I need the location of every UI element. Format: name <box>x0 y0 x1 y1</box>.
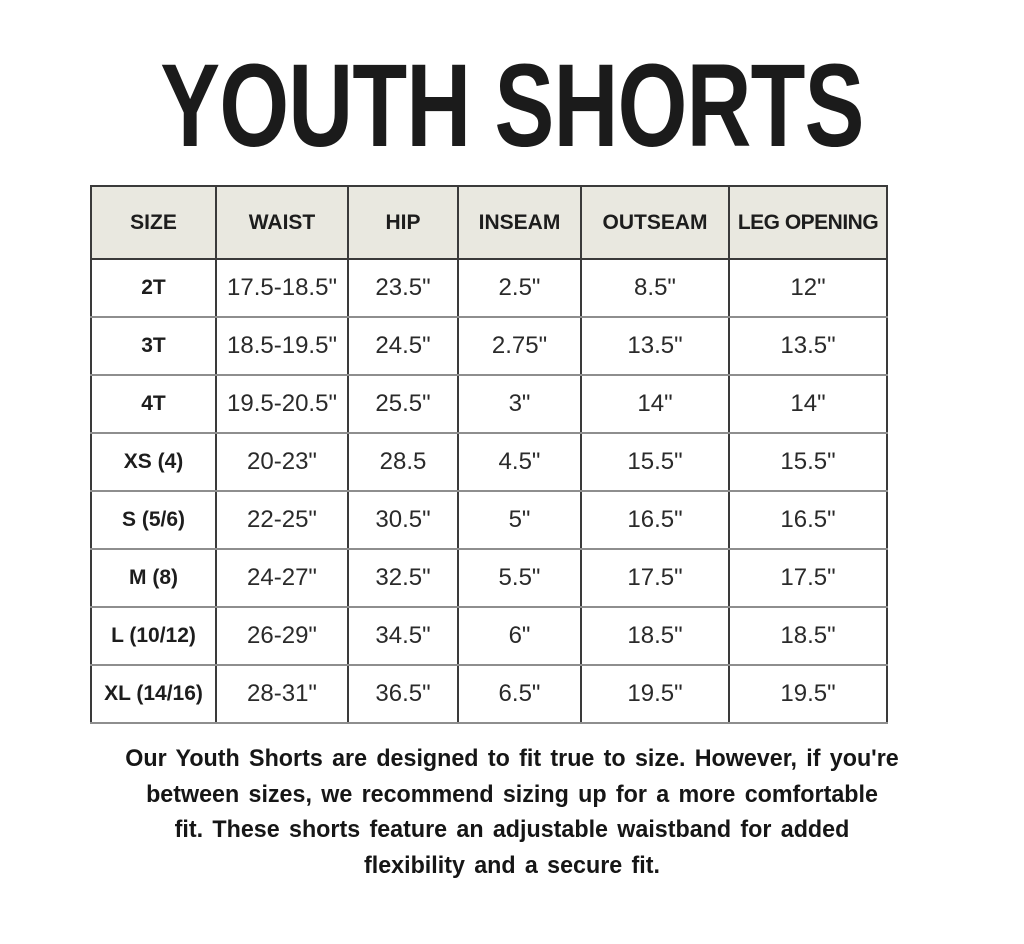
leg-opening-value: 16.5" <box>728 491 888 550</box>
size-label: 4T <box>90 375 216 434</box>
table-row: XL (14/16) 28-31" 36.5" 6.5" 19.5" 19.5" <box>90 665 888 724</box>
hip-value: 32.5" <box>347 549 458 608</box>
hip-value: 28.5 <box>347 433 458 492</box>
hip-value: 24.5" <box>347 317 458 376</box>
leg-opening-value: 14" <box>728 375 888 434</box>
waist-value: 19.5-20.5" <box>215 375 348 434</box>
table-row: XS (4) 20-23" 28.5 4.5" 15.5" 15.5" <box>90 433 888 492</box>
outseam-value: 15.5" <box>580 433 729 492</box>
table-row: 2T 17.5-18.5" 23.5" 2.5" 8.5" 12" <box>90 259 888 318</box>
hip-value: 36.5" <box>347 665 458 724</box>
hip-value: 25.5" <box>347 375 458 434</box>
inseam-value: 5.5" <box>457 549 581 608</box>
size-chart-table: SIZE WAIST HIP INSEAM OUTSEAM LEG OPENIN… <box>90 185 888 724</box>
leg-opening-value: 17.5" <box>728 549 888 608</box>
column-header-leg-opening: LEG OPENING <box>728 185 888 260</box>
outseam-value: 14" <box>580 375 729 434</box>
inseam-value: 2.5" <box>457 259 581 318</box>
table-row: 3T 18.5-19.5" 24.5" 2.75" 13.5" 13.5" <box>90 317 888 376</box>
header-row: SIZE WAIST HIP INSEAM OUTSEAM LEG OPENIN… <box>90 185 888 260</box>
fit-note-line: between sizes, we recommend sizing up fo… <box>146 780 878 808</box>
hip-value: 23.5" <box>347 259 458 318</box>
size-label: 2T <box>90 259 216 318</box>
fit-note-line: fit. These shorts feature an adjustable … <box>174 816 850 843</box>
size-label: S (5/6) <box>90 491 216 550</box>
waist-value: 28-31" <box>215 665 348 724</box>
leg-opening-value: 19.5" <box>728 665 888 724</box>
fit-note-line: Our Youth Shorts are designed to fit tru… <box>125 745 899 772</box>
waist-value: 17.5-18.5" <box>215 259 348 318</box>
outseam-value: 16.5" <box>580 491 729 550</box>
table-row: 4T 19.5-20.5" 25.5" 3" 14" 14" <box>90 375 888 434</box>
outseam-value: 17.5" <box>580 549 729 608</box>
inseam-value: 6" <box>457 607 581 666</box>
outseam-value: 18.5" <box>580 607 729 666</box>
leg-opening-value: 15.5" <box>728 433 888 492</box>
waist-value: 18.5-19.5" <box>215 317 348 376</box>
table-row: L (10/12) 26-29" 34.5" 6" 18.5" 18.5" <box>90 607 888 666</box>
fit-note-line: flexibility and a secure fit. <box>364 851 660 879</box>
hip-value: 30.5" <box>347 491 458 550</box>
size-label: 3T <box>90 317 216 376</box>
leg-opening-value: 13.5" <box>728 317 888 376</box>
table-row: M (8) 24-27" 32.5" 5.5" 17.5" 17.5" <box>90 549 888 608</box>
column-header-outseam: OUTSEAM <box>580 185 729 260</box>
column-header-hip: HIP <box>347 185 458 260</box>
column-header-inseam: INSEAM <box>457 185 581 260</box>
outseam-value: 13.5" <box>580 317 729 376</box>
inseam-value: 3" <box>457 375 581 434</box>
fit-note: Our Youth Shorts are designed to fit tru… <box>0 741 1024 883</box>
inseam-value: 4.5" <box>457 433 581 492</box>
outseam-value: 19.5" <box>580 665 729 724</box>
inseam-value: 2.75" <box>457 317 581 376</box>
hip-value: 34.5" <box>347 607 458 666</box>
size-label: XL (14/16) <box>90 665 216 724</box>
waist-value: 22-25" <box>215 491 348 550</box>
size-label: M (8) <box>90 549 216 608</box>
table-row: S (5/6) 22-25" 30.5" 5" 16.5" 16.5" <box>90 491 888 550</box>
inseam-value: 6.5" <box>457 665 581 724</box>
waist-value: 20-23" <box>215 433 348 492</box>
leg-opening-value: 18.5" <box>728 607 888 666</box>
inseam-value: 5" <box>457 491 581 550</box>
leg-opening-value: 12" <box>728 259 888 318</box>
waist-value: 26-29" <box>215 607 348 666</box>
waist-value: 24-27" <box>215 549 348 608</box>
column-header-waist: WAIST <box>215 185 348 260</box>
outseam-value: 8.5" <box>580 259 729 318</box>
column-header-size: SIZE <box>90 185 216 260</box>
size-label: L (10/12) <box>90 607 216 666</box>
page-title: YOUTH SHORTS <box>160 40 864 172</box>
size-label: XS (4) <box>90 433 216 492</box>
